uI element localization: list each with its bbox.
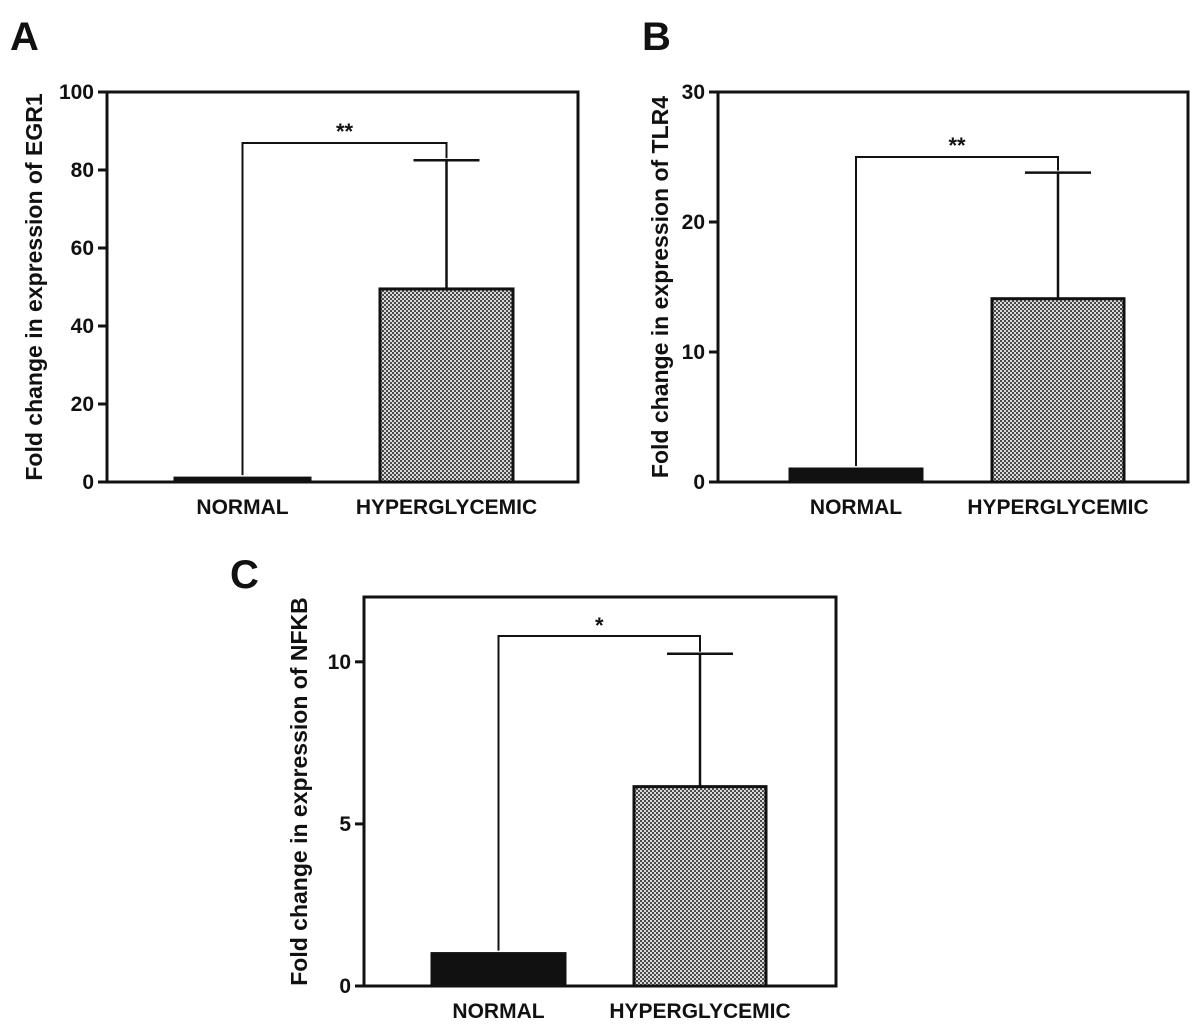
y-tick-label: 80 — [71, 159, 94, 182]
significance-marker: * — [595, 613, 604, 638]
y-tick-label: 20 — [682, 211, 705, 234]
x-category-label: HYPERGLYCEMIC — [967, 496, 1148, 519]
y-tick-label: 20 — [71, 393, 94, 416]
significance-bracket — [497, 635, 701, 951]
panel-a: A Fold change in expression of EGR1 ** 0 20 4… — [10, 15, 580, 519]
x-category-label: NORMAL — [810, 496, 902, 519]
plot-frame — [716, 90, 1190, 484]
y-tick-label: 60 — [71, 237, 94, 260]
y-axis-label: Fold change in expression of EGR1 — [21, 93, 47, 480]
significance-bracket — [855, 156, 1059, 466]
x-category-label: HYPERGLYCEMIC — [609, 1000, 790, 1023]
panel-c: C Fold change in expression of NFKB * 0 5 10 N… — [230, 553, 838, 1023]
panel-letter: A — [10, 15, 39, 59]
bar-hyperglycemic — [632, 785, 768, 988]
y-axis-label: Fold change in expression of NFKB — [286, 597, 312, 985]
panel-b: B Fold change in expression of TLR4 ** 0 10 2… — [642, 15, 1190, 519]
y-axis-label: Fold change in expression of TLR4 — [647, 96, 673, 478]
y-tick-label: 5 — [339, 813, 351, 836]
y-tick-label: 100 — [59, 81, 94, 104]
y-tick-label: 30 — [682, 81, 705, 104]
bar-hyperglycemic — [378, 287, 515, 484]
panel-letter: B — [642, 15, 671, 59]
significance-marker: ** — [948, 133, 966, 158]
x-category-label: HYPERGLYCEMIC — [356, 496, 537, 519]
significance-marker: ** — [336, 119, 354, 144]
bar-hyperglycemic — [990, 297, 1126, 484]
significance-bracket — [241, 142, 448, 476]
y-tick-label: 40 — [71, 315, 94, 338]
y-tick-label: 0 — [339, 975, 351, 998]
bar-normal — [788, 467, 924, 484]
plot-frame — [105, 90, 580, 484]
panel-letter: C — [230, 553, 259, 597]
y-tick-label: 10 — [682, 341, 705, 364]
x-category-label: NORMAL — [196, 496, 288, 519]
x-category-label: NORMAL — [452, 1000, 544, 1023]
y-tick-label: 10 — [328, 651, 351, 674]
bar-normal — [430, 952, 567, 988]
y-tick-label: 0 — [82, 471, 94, 494]
plot-frame — [362, 595, 838, 988]
y-tick-label: 0 — [693, 471, 705, 494]
